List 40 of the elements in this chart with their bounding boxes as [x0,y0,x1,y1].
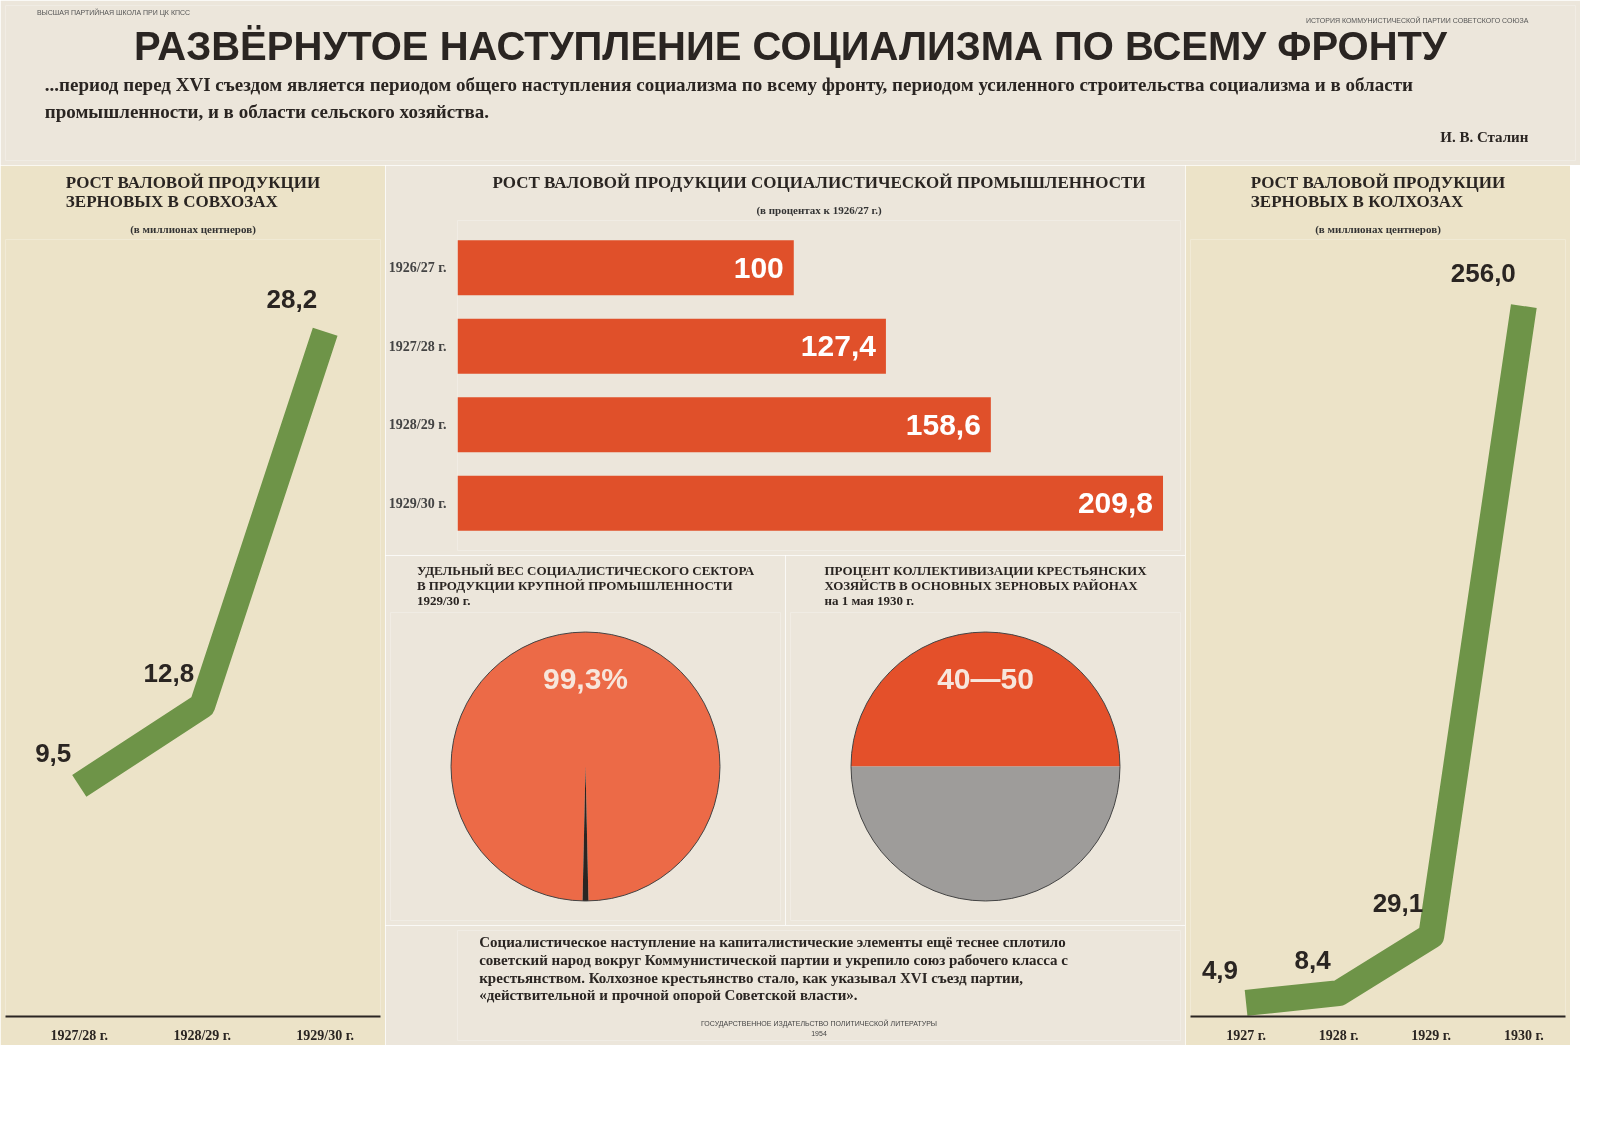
x-tick-label: 1928/29 г. [173,1027,232,1043]
chart-subtitle: (в миллионах центнеров) [1315,222,1442,236]
data-label: 4,9 [1201,954,1239,985]
chart-title: РОСТ ВАЛОВОЙ ПРОДУКЦИИ ЗЕРНОВЫХ В СОВХОЗАХ [65,172,321,211]
bar [457,240,794,296]
text: РАЗВЁРНУТОЕ НАСТУПЛЕНИЕ СОЦИАЛИЗМА ПО ВСЕМУ ФРОНТУ [134,23,1449,68]
x-tick-label: 1928 г. [1318,1027,1359,1043]
text: И. В. Сталин [1440,129,1529,145]
text: ...период перед XVI съездом является периодом общего наступления социализма по всему фронту, периодом усиленного строительства социализма и в области промышленности, и в области сельского хозяйства. [44,74,1414,122]
bar [457,475,1164,531]
bar [457,397,991,453]
y-tick-label: 1927/28 г. [388,338,447,354]
text: Социалистическое наступление на капиталистические элементы ещё теснее сплотило советский народ вокруг Коммунистической партии и укрепило союз рабочего класса с крестьянством. Колхозное крестьянство стало, как указывал XVI съезд партии, «действительной и прочной опорой Советской власти». [479,934,1069,1004]
chart-title: РОСТ ВАЛОВОЙ ПРОДУКЦИИ СОЦИАЛИСТИЧЕСКОЙ ПРОМЫШЛЕННОСТИ [492,172,1146,192]
chart-title: ПРОЦЕНТ КОЛЛЕКТИВИЗАЦИИ КРЕСТЬЯНСКИХ ХОЗЯЙСТВ В ОСНОВНЫХ ЗЕРНОВЫХ РАЙОНАХ на 1 мая 1930 г. [824,562,1148,608]
chart-title: УДЕЛЬНЫЙ ВЕС СОЦИАЛИСТИЧЕСКОГО СЕКТОРА В ПРОДУКЦИИ КРУПНОЙ ПРОМЫШЛЕННОСТИ 1929/30 г. [416,562,755,608]
y-tick-label: 1928/29 г. [388,417,447,433]
y-tick-label: 1929/30 г. [388,495,447,511]
x-tick-label: 1927 г. [1226,1027,1266,1043]
data-label: 8,4 [1294,945,1332,976]
data-label: 209,8 [1077,486,1154,520]
data-label: 29,1 [1372,887,1424,918]
x-tick-label: 1927/28 г. [50,1027,109,1043]
data-label: 12,8 [143,657,195,688]
data-label: 9,5 [35,737,72,768]
x-tick-label: 1929/30 г. [296,1027,355,1043]
data-label: 127,4 [800,329,877,363]
x-tick-label: 1929 г. [1411,1027,1452,1043]
data-label: 28,2 [266,283,318,314]
chart-subtitle: (в процентах к 1926/27 г.) [756,203,882,217]
bar [457,318,886,374]
data-label: 40—50 [937,662,1034,695]
chart-subtitle: (в миллионах центнеров) [130,222,257,236]
chart-title: РОСТ ВАЛОВОЙ ПРОДУКЦИИ ЗЕРНОВЫХ В КОЛХОЗАХ [1250,172,1506,211]
data-label: 158,6 [905,407,981,441]
data-label: 100 [733,250,784,284]
y-tick-label: 1926/27 г. [388,260,447,276]
data-label: 99,3% [542,662,629,695]
data-label: 256,0 [1450,258,1516,289]
x-tick-label: 1930 г. [1503,1027,1544,1043]
